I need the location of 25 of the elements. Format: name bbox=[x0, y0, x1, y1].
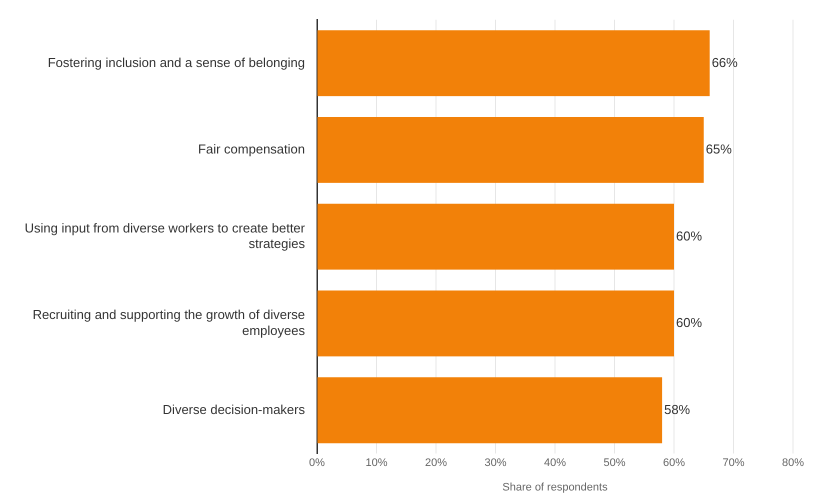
x-tick-label: 30% bbox=[484, 457, 507, 470]
data-label: 65% bbox=[706, 142, 732, 157]
data-label: 60% bbox=[676, 228, 702, 244]
data-label: 60% bbox=[676, 315, 702, 330]
x-tick-label: 60% bbox=[662, 457, 686, 470]
bar bbox=[318, 377, 662, 444]
data-label: 58% bbox=[664, 402, 691, 417]
x-tick-label: 80% bbox=[782, 457, 804, 470]
y-tick-label: Fair compensation bbox=[198, 142, 305, 157]
bar bbox=[318, 30, 710, 96]
x-tick-label: 20% bbox=[424, 457, 448, 470]
bar bbox=[318, 204, 674, 270]
x-tick-label: 10% bbox=[365, 457, 388, 470]
x-tick-label: 50% bbox=[603, 457, 626, 470]
y-tick-label: Fostering inclusion and a sense of belonging bbox=[48, 54, 305, 70]
bar bbox=[318, 116, 704, 183]
x-tick-label: 40% bbox=[544, 457, 566, 470]
y-tick-label: Recruiting and supporting the growth of diverse employees bbox=[32, 307, 306, 338]
x-tick-label: 0% bbox=[309, 457, 326, 470]
y-tick-label: Diverse decision-makers bbox=[162, 402, 306, 417]
data-label: 66% bbox=[712, 54, 738, 70]
y-tick-label: Using input from diverse workers to create better strategies bbox=[24, 220, 306, 252]
x-axis-title: Share of respondents bbox=[502, 481, 608, 494]
x-tick-label: 70% bbox=[722, 457, 745, 470]
bar bbox=[318, 290, 674, 356]
